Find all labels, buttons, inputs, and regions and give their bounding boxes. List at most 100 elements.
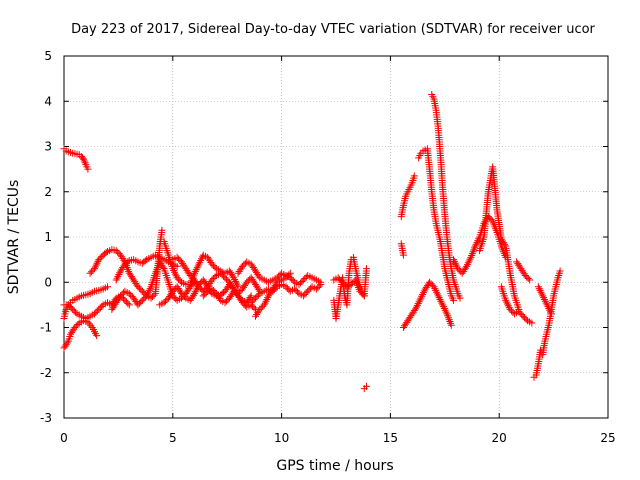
data-point bbox=[294, 288, 302, 296]
data-point bbox=[113, 274, 121, 282]
data-point bbox=[70, 307, 78, 315]
data-point bbox=[508, 307, 516, 315]
data-point bbox=[452, 261, 460, 269]
data-point bbox=[231, 276, 239, 284]
data-point bbox=[115, 271, 123, 279]
data-point bbox=[359, 290, 367, 298]
data-point bbox=[221, 299, 229, 307]
data-point bbox=[521, 314, 529, 322]
axis-ticks: 0 5 10 15 20 25 -3 -2 -1 0 1 2 3 4 5 bbox=[40, 49, 616, 445]
data-point bbox=[540, 295, 548, 303]
data-point bbox=[180, 293, 188, 301]
data-point bbox=[283, 284, 291, 292]
data-point bbox=[463, 262, 471, 270]
data-point bbox=[232, 279, 240, 287]
data-point bbox=[186, 271, 194, 279]
data-points bbox=[60, 90, 564, 393]
data-point bbox=[222, 297, 230, 305]
data-point bbox=[502, 296, 510, 304]
data-point bbox=[437, 297, 445, 305]
data-point bbox=[312, 285, 320, 293]
y-tick-label: 0 bbox=[44, 275, 52, 289]
data-point bbox=[134, 283, 142, 291]
data-point bbox=[264, 294, 272, 302]
data-point bbox=[296, 279, 304, 287]
y-tick-label: 4 bbox=[44, 94, 52, 108]
data-point bbox=[430, 283, 438, 291]
data-point bbox=[211, 263, 219, 271]
data-point bbox=[98, 302, 106, 310]
data-point bbox=[441, 306, 449, 314]
data-point bbox=[442, 308, 450, 316]
y-tick-label: 1 bbox=[44, 230, 52, 244]
data-point bbox=[334, 274, 342, 282]
data-point bbox=[282, 274, 290, 282]
data-point bbox=[169, 287, 177, 295]
data-point bbox=[336, 275, 344, 283]
data-point bbox=[80, 157, 88, 165]
data-point bbox=[62, 341, 70, 349]
data-point bbox=[440, 304, 448, 312]
y-tick-label: -1 bbox=[40, 321, 52, 335]
data-point bbox=[247, 292, 255, 300]
data-point bbox=[127, 291, 135, 299]
data-point bbox=[137, 286, 145, 294]
data-point bbox=[251, 294, 259, 302]
data-point bbox=[201, 290, 209, 298]
data-point bbox=[431, 285, 439, 293]
data-point bbox=[414, 300, 422, 308]
data-point bbox=[417, 294, 425, 302]
data-point bbox=[217, 269, 225, 277]
data-point bbox=[339, 278, 347, 286]
data-point bbox=[298, 277, 306, 285]
data-point bbox=[208, 285, 216, 293]
data-point bbox=[238, 262, 246, 270]
data-point bbox=[104, 283, 112, 291]
data-point bbox=[282, 283, 290, 291]
data-point bbox=[125, 290, 133, 298]
data-point bbox=[447, 321, 455, 329]
data-point bbox=[208, 260, 216, 268]
data-point bbox=[160, 299, 168, 307]
data-point bbox=[202, 289, 210, 297]
data-point bbox=[208, 276, 216, 284]
data-point bbox=[543, 301, 551, 309]
data-point bbox=[450, 257, 458, 265]
data-point bbox=[140, 295, 148, 303]
data-point bbox=[337, 277, 345, 285]
data-point bbox=[349, 279, 357, 287]
data-point bbox=[93, 332, 101, 340]
data-point bbox=[134, 301, 142, 309]
y-tick-label: 3 bbox=[44, 140, 52, 154]
data-point bbox=[80, 155, 88, 163]
data-point bbox=[191, 269, 199, 277]
data-point bbox=[69, 305, 77, 313]
data-point bbox=[535, 285, 543, 293]
data-point bbox=[504, 302, 512, 310]
data-point bbox=[81, 159, 89, 167]
data-point bbox=[438, 299, 446, 307]
data-point bbox=[121, 296, 129, 304]
data-point bbox=[93, 307, 101, 315]
data-point bbox=[257, 304, 265, 312]
data-point bbox=[253, 293, 261, 301]
data-point bbox=[193, 264, 201, 272]
data-point bbox=[526, 276, 534, 284]
data-point bbox=[176, 277, 184, 285]
data-point bbox=[175, 275, 183, 283]
data-point bbox=[197, 257, 205, 265]
data-point bbox=[102, 249, 110, 257]
data-point bbox=[464, 259, 472, 267]
data-point bbox=[230, 287, 238, 295]
data-point bbox=[230, 274, 238, 282]
data-point bbox=[63, 339, 71, 347]
data-point bbox=[125, 301, 133, 309]
data-point bbox=[356, 287, 364, 295]
data-point bbox=[209, 287, 217, 295]
data-point bbox=[114, 272, 122, 280]
data-point bbox=[140, 289, 148, 297]
data-point bbox=[234, 283, 242, 291]
data-point bbox=[95, 305, 103, 313]
data-point bbox=[78, 154, 86, 162]
data-point bbox=[178, 290, 186, 298]
